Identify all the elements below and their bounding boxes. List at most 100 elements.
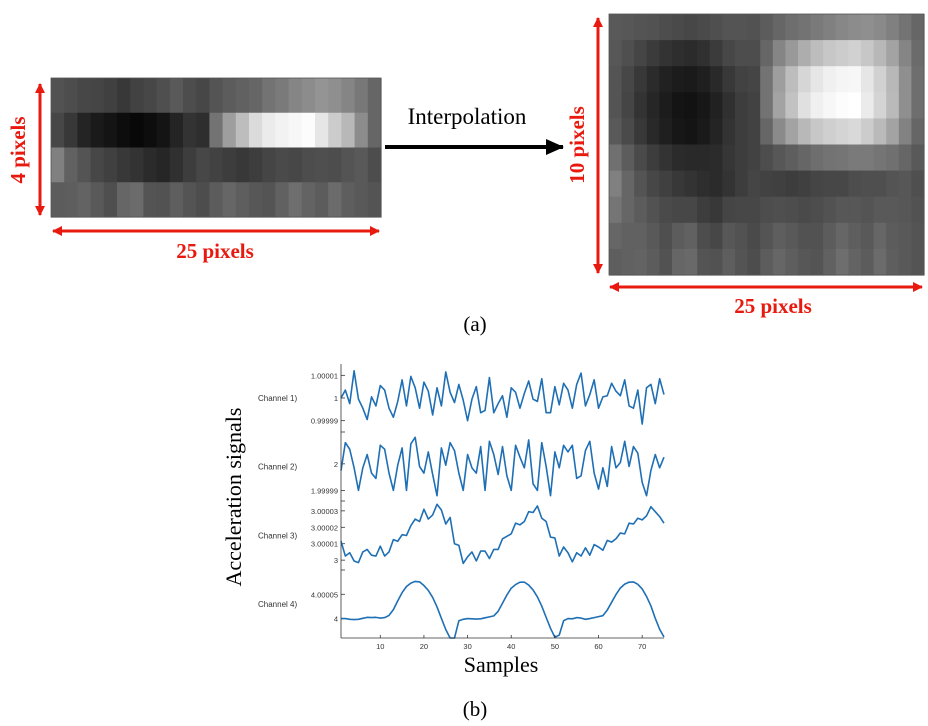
image-pixel	[235, 78, 250, 114]
image-pixel	[697, 14, 711, 41]
image-pixel	[798, 196, 812, 224]
image-pixel	[288, 182, 303, 218]
image-pixel	[722, 222, 736, 250]
image-pixel	[646, 40, 660, 67]
image-pixel	[621, 118, 635, 146]
image-pixel	[235, 147, 250, 183]
image-pixel	[609, 14, 623, 41]
image-pixel	[873, 66, 887, 93]
image-pixel	[911, 92, 925, 119]
image-pixel	[722, 66, 736, 93]
image-pixel	[873, 118, 887, 146]
image-pixel	[823, 40, 837, 67]
image-pixel	[684, 118, 698, 146]
image-pixel	[709, 196, 723, 224]
image-pixel	[835, 40, 849, 67]
image-pixel	[798, 170, 812, 198]
image-pixel	[222, 78, 237, 114]
image-pixel	[103, 112, 118, 149]
image-pixel	[810, 40, 824, 67]
y-tick-label: 2	[334, 460, 338, 469]
image-pixel	[275, 78, 290, 114]
image-pixel	[735, 144, 749, 172]
image-pixel	[183, 78, 197, 114]
low-resolution-image	[51, 78, 382, 218]
image-pixel	[898, 222, 912, 250]
image-pixel	[621, 66, 635, 93]
left-width-label: 25 pixels	[176, 239, 254, 263]
image-pixel	[785, 118, 799, 146]
image-pixel	[785, 92, 799, 119]
image-pixel	[785, 66, 799, 93]
image-pixel	[697, 66, 711, 93]
image-pixel	[672, 92, 686, 119]
image-pixel	[130, 78, 144, 114]
image-pixel	[222, 147, 237, 183]
image-pixel	[328, 147, 342, 183]
image-pixel	[709, 14, 723, 41]
image-pixel	[196, 78, 210, 114]
image-pixel	[848, 170, 862, 198]
image-pixel	[747, 14, 761, 41]
image-pixel	[196, 147, 210, 183]
image-pixel	[848, 66, 862, 93]
image-pixel	[315, 182, 329, 218]
image-pixel	[861, 40, 875, 67]
image-pixel	[747, 222, 761, 250]
image-pixel	[209, 78, 224, 114]
image-pixel	[760, 118, 774, 146]
image-pixel	[709, 40, 723, 67]
image-pixel	[684, 248, 698, 276]
image-pixel	[861, 118, 875, 146]
image-pixel	[634, 248, 648, 276]
image-pixel	[621, 14, 635, 41]
image-pixel	[747, 170, 761, 198]
image-pixel	[735, 248, 749, 276]
image-pixel	[810, 92, 824, 119]
image-pixel	[810, 248, 824, 276]
image-pixel	[130, 112, 144, 149]
image-pixel	[873, 196, 887, 224]
image-pixel	[697, 170, 711, 198]
image-pixel	[275, 112, 290, 149]
image-pixel	[672, 144, 686, 172]
image-pixel	[235, 182, 250, 218]
image-pixel	[328, 112, 342, 149]
image-pixel	[735, 14, 749, 41]
image-pixel	[722, 14, 736, 41]
image-pixel	[861, 14, 875, 41]
image-pixel	[684, 14, 698, 41]
image-pixel	[621, 196, 635, 224]
image-pixel	[848, 144, 862, 172]
image-pixel	[659, 222, 673, 250]
image-pixel	[659, 170, 673, 198]
image-pixel	[873, 40, 887, 67]
image-pixel	[898, 92, 912, 119]
image-pixel	[709, 66, 723, 93]
image-pixel	[634, 92, 648, 119]
image-pixel	[169, 112, 184, 149]
image-pixel	[609, 66, 623, 93]
image-pixel	[722, 144, 736, 172]
image-pixel	[735, 66, 749, 93]
low-resolution-image-border	[50, 77, 382, 218]
image-pixel	[735, 118, 749, 146]
image-pixel	[911, 196, 925, 224]
image-pixel	[798, 248, 812, 276]
image-pixel	[235, 112, 250, 149]
image-pixel	[209, 147, 224, 183]
image-pixel	[77, 147, 92, 183]
image-pixel	[77, 78, 92, 114]
image-pixel	[886, 196, 900, 224]
image-pixel	[835, 144, 849, 172]
image-pixel	[861, 92, 875, 119]
image-pixel	[886, 40, 900, 67]
y-tick-label: 3.00001	[311, 540, 338, 549]
image-pixel	[697, 144, 711, 172]
image-pixel	[709, 92, 723, 119]
image-pixel	[709, 222, 723, 250]
image-pixel	[722, 196, 736, 224]
image-pixel	[262, 147, 276, 183]
image-pixel	[709, 248, 723, 276]
